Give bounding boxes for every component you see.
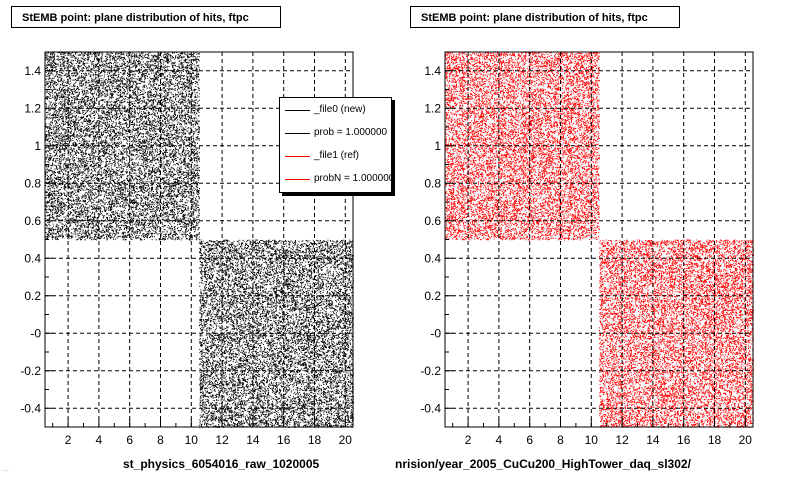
hit-region-2 [199, 239, 354, 428]
x-tick-label: 10 [585, 433, 599, 447]
legend-line-prob [285, 133, 310, 134]
x-tick-label: 18 [708, 433, 722, 447]
legend-item-file1: _file1 (ref) [280, 146, 391, 166]
y-tick-label: -0 [30, 326, 41, 340]
x-tick-label: 8 [557, 433, 564, 447]
y-tick-label: 0.6 [424, 214, 441, 228]
x-tick-label: 6 [126, 433, 133, 447]
legend-label-file0: _file0 (new) [314, 104, 366, 115]
x-tick-label: 2 [65, 433, 72, 447]
plot-panel-2: 2 4 6 8 10 12 14 16 18 20 -0.4 -0.2 -0 0.2 0.4 0.6 0.8 1 1… [420, 51, 754, 447]
legend-item-file0: _file0 (new) [280, 100, 391, 120]
panel2-title: StEMB point: plane distribution of hits,… [410, 6, 680, 28]
y-tick-label: -0.4 [20, 401, 41, 415]
x-tick-label: 12 [615, 433, 629, 447]
legend-item-prob: prob = 1.000000 [280, 123, 391, 143]
corner-text: ... [2, 466, 10, 473]
panel1-title: StEMB point: plane distribution of hits,… [11, 6, 281, 28]
panel2-x-title: nrision/year_2005_CuCu200_HighTower_daq_… [395, 457, 691, 471]
x-tick-label: 8 [157, 433, 164, 447]
y-tick-label: 0.4 [424, 251, 441, 265]
y-tick-label: -0.4 [420, 401, 441, 415]
y-tick-label: 0.2 [424, 289, 441, 303]
y-tick-label: -0.2 [20, 364, 41, 378]
legend-line-probn [285, 179, 310, 180]
y-tick-label: -0.2 [420, 364, 441, 378]
x-tick-label: 16 [277, 433, 291, 447]
x-tick-label: 16 [677, 433, 691, 447]
legend-line-file1 [285, 156, 310, 157]
x-tick-label: 12 [215, 433, 229, 447]
y-tick-label: 0.8 [424, 176, 441, 190]
y-tick-label: 1 [434, 139, 441, 153]
y-tick-label: 1.2 [424, 101, 441, 115]
hit-region-1 [45, 52, 200, 241]
panel1-x-title: st_physics_6054016_raw_1020005 [123, 457, 320, 471]
legend-label-file1: _file1 (ref) [314, 150, 360, 161]
x-tick-label: 6 [526, 433, 533, 447]
legend-item-probn: probN = 1.000000 [280, 169, 392, 189]
x-tick-label: 20 [339, 433, 353, 447]
y-tick-label: 0.2 [24, 289, 41, 303]
x-tick-label: 14 [246, 433, 260, 447]
legend-label-probn: probN = 1.000000 [314, 173, 392, 184]
x-tick-label: 4 [96, 433, 103, 447]
x-tick-label: 2 [465, 433, 472, 447]
y-tick-label: -0 [430, 326, 441, 340]
y-tick-label: 0.4 [24, 251, 41, 265]
y-tick-label: 0.6 [24, 214, 41, 228]
y-tick-label: 1 [34, 139, 41, 153]
x-tick-label: 10 [185, 433, 199, 447]
legend-box: _file0 (new) prob = 1.000000 _file1 (ref… [279, 97, 392, 193]
y-tick-label: 1.4 [424, 64, 441, 78]
y-tick-label: 1.2 [24, 101, 41, 115]
x-tick-label: 20 [739, 433, 753, 447]
x-tick-label: 18 [308, 433, 322, 447]
legend-line-file0 [285, 110, 310, 111]
x-tick-label: 4 [496, 433, 503, 447]
y-tick-label: 0.8 [24, 176, 41, 190]
y-tick-label: 1.4 [24, 64, 41, 78]
x-tick-label: 14 [646, 433, 660, 447]
legend-label-prob: prob = 1.000000 [314, 127, 388, 138]
